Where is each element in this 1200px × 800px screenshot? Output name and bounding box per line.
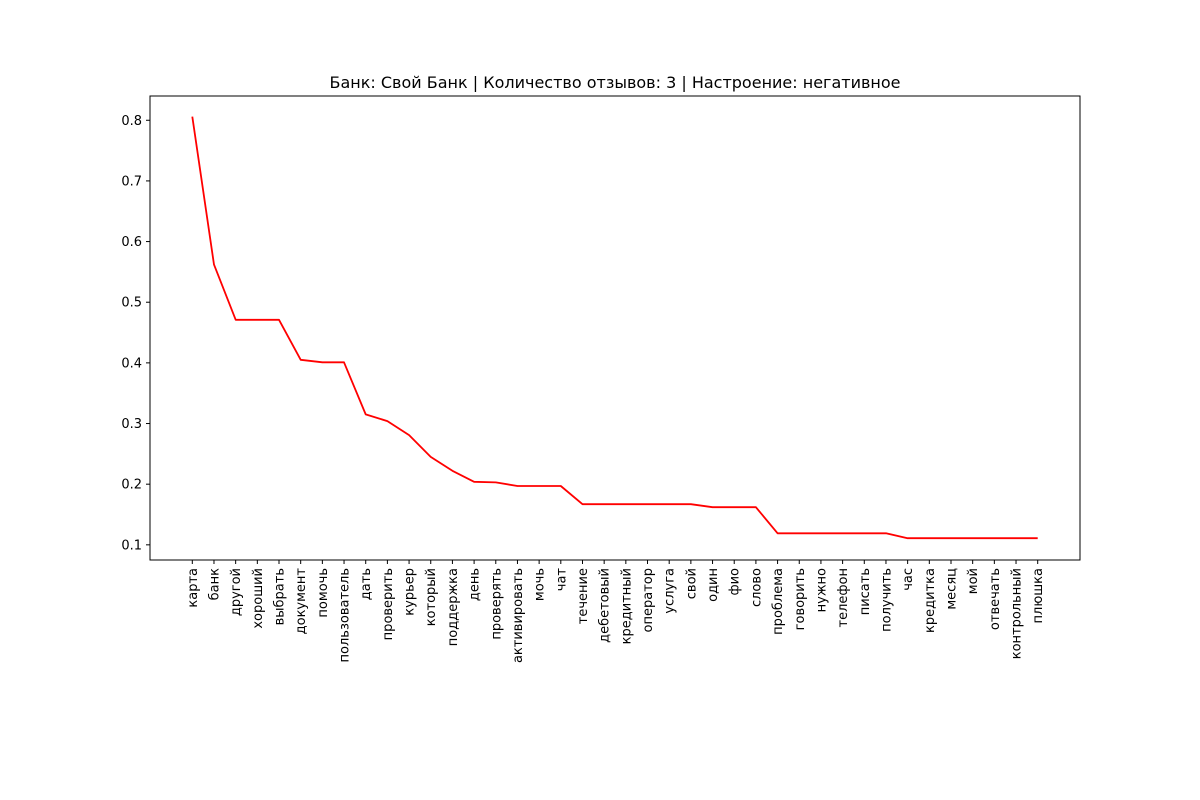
- plot-area: [150, 96, 1080, 560]
- x-tick-label: дебетовый: [598, 568, 613, 643]
- x-tick-label: другой: [229, 568, 244, 616]
- x-tick-label: дать: [359, 568, 374, 600]
- y-tick-label: 0.4: [121, 356, 142, 371]
- x-tick-label: который: [424, 568, 439, 626]
- x-tick-label: телефон: [836, 568, 851, 627]
- x-tick-label: кредитный: [619, 568, 634, 644]
- x-tick-label: мой: [966, 568, 981, 594]
- x-tick-label: кредитка: [923, 568, 938, 633]
- y-axis: 0.1 0.2 0.3 0.4 0.5 0.6 0.7 0.8: [121, 114, 150, 553]
- chart-title: Банк: Свой Банк | Количество отзывов: 3 …: [329, 73, 900, 92]
- y-tick-label: 0.7: [121, 174, 142, 189]
- x-tick-label: проблема: [771, 568, 786, 635]
- x-tick-label: выбрать: [273, 568, 288, 625]
- x-tick-label: помочь: [316, 568, 331, 618]
- x-tick-label: слово: [749, 568, 764, 607]
- x-tick-label: банк: [207, 568, 222, 600]
- x-tick-label: карта: [186, 568, 201, 608]
- x-tick-label: час: [901, 568, 916, 591]
- x-tick-label: фио: [728, 568, 743, 596]
- series-line: [191, 116, 1038, 540]
- x-tick-label: документ: [294, 568, 309, 635]
- x-tick-label: писать: [858, 568, 873, 615]
- y-tick-label: 0.3: [121, 417, 142, 432]
- y-tick-label: 0.8: [121, 114, 142, 129]
- x-tick-label: оператор: [641, 568, 656, 632]
- y-tick-label: 0.2: [121, 478, 142, 493]
- x-tick-label: получить: [879, 568, 894, 632]
- x-tick-label: один: [706, 568, 721, 602]
- x-tick-label: пользователь: [338, 568, 353, 662]
- x-tick-label: свой: [684, 568, 699, 599]
- x-tick-label: проверить: [381, 568, 396, 640]
- x-tick-label: день: [468, 568, 483, 601]
- x-tick-label: чат: [554, 568, 569, 592]
- x-tick-label: отвечать: [988, 568, 1003, 630]
- x-tick-label: говорить: [793, 568, 808, 630]
- x-tick-label: нужно: [814, 568, 829, 612]
- x-tick-label: плюшка: [1031, 568, 1046, 623]
- x-tick-label: курьер: [403, 568, 418, 616]
- x-axis: карта банк другой хороший выбрать документ пом…: [186, 560, 1046, 663]
- plot-frame: [149, 95, 1081, 561]
- x-tick-label: течение: [576, 568, 591, 624]
- x-tick-label: контрольный: [1010, 568, 1025, 659]
- x-tick-label: месяц: [944, 568, 959, 610]
- x-tick-label: услуга: [663, 568, 678, 614]
- y-tick-label: 0.5: [121, 296, 142, 311]
- x-tick-label: поддержка: [446, 568, 461, 646]
- y-tick-label: 0.6: [121, 235, 142, 250]
- x-tick-label: активировать: [511, 568, 526, 663]
- x-tick-label: хороший: [251, 568, 266, 629]
- x-tick-label: проверять: [489, 568, 504, 640]
- x-tick-label: мочь: [533, 568, 548, 601]
- y-tick-label: 0.1: [121, 538, 142, 553]
